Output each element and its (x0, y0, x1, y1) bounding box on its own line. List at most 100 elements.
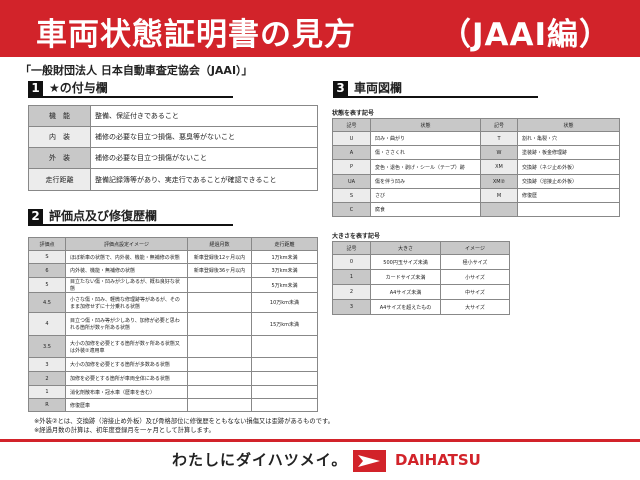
section1-heading: 1 ★の付与欄 (28, 81, 233, 98)
table-cell: カードサイズ未満 (370, 269, 441, 285)
table-cell (187, 277, 252, 293)
column-header: 経過月数 (187, 237, 252, 251)
header-row: 評価点 評価点設定イメージ 経過月数 走行距離 (28, 237, 318, 251)
table-cell: 中サイズ (440, 284, 510, 300)
table-cell: 機 能 (28, 105, 91, 127)
table-row: 機 能整備、保証付きであること (28, 105, 318, 127)
table-cell: A4サイズ未満 (370, 284, 441, 300)
table-cell (480, 202, 518, 217)
table-cell: 整備、保証付きであること (90, 105, 318, 127)
table-cell (251, 385, 318, 399)
table-cell: 極小サイズ (440, 254, 510, 270)
table-cell: 新車登録後12ヶ月以内 (187, 250, 252, 264)
table-cell: 3万km未満 (251, 263, 318, 278)
table-cell: さび (370, 188, 481, 203)
column-header: 大きさ (370, 241, 441, 255)
table-cell: 変色・退色・剥げ・シール（テープ）跡 (370, 159, 481, 175)
table-cell: 小サイズ (440, 269, 510, 285)
table-cell: 新車登録後36ヶ月以内 (187, 263, 252, 278)
table-cell (187, 335, 252, 358)
table-cell: 1万km未満 (251, 250, 318, 264)
table-row: 5 目立たない傷・凹みが少しあるが、概ね良好な状態 5万km未満 (28, 277, 318, 293)
table-cell: 0 (332, 254, 371, 270)
table-cell: R (28, 398, 66, 412)
table-cell: 傷・ささくれ (370, 145, 481, 160)
table-cell: 3.5 (28, 335, 66, 358)
table-cell: 4.5 (28, 292, 66, 313)
header-row: 記号 大きさ イメージ (332, 241, 510, 255)
table-cell (187, 371, 252, 386)
table-cell: XM② (480, 174, 518, 189)
table-cell: 交換跡（ネジ止め外板） (517, 159, 620, 175)
daihatsu-emblem-icon (353, 450, 386, 472)
table-row: C 腐食 (332, 202, 620, 217)
table-cell: 小さな傷・凹み、軽微な修理跡等があるが、そのまま加修せずに十分乗れる状態 (65, 292, 188, 313)
section-title: 評価点及び修復歴欄 (49, 209, 158, 223)
table-row: 2 A4サイズ未満 中サイズ (332, 284, 510, 300)
table-cell: S (332, 188, 371, 203)
table-cell: XM (480, 159, 518, 175)
column-header: 状態 (517, 118, 620, 132)
table-row: 4 目立つ傷・凹み等が少しあり、加修が必要と思われる箇所が数ヶ所ある状態 15万km… (28, 312, 318, 336)
table-cell: 3 (332, 299, 371, 315)
table-cell: U (332, 131, 371, 146)
column-header: 記号 (480, 118, 518, 132)
table-cell (187, 292, 252, 313)
column-header: 評価点 (28, 237, 66, 251)
table-cell: 内 装 (28, 126, 91, 148)
table-cell: 4 (28, 312, 66, 336)
brand-logo-text: DAIHATSU (395, 451, 481, 469)
state-symbols-label: 状態を表す記号 (332, 110, 375, 117)
table-row: A 傷・ささくれ W 塗装跡・板金修理跡 (332, 145, 620, 160)
table-row: 3 A4サイズを超えたもの 大サイズ (332, 299, 510, 315)
table-cell: 大小の加修を必要とする箇所が多数ある状態 (65, 357, 188, 372)
table-row: 4.5 小さな傷・凹み、軽微な修理跡等があるが、そのまま加修せずに十分乗れる状態 1… (28, 292, 318, 313)
star-criteria-table: 機 能整備、保証付きであること内 装補修の必要な目立つ損傷、悪臭等がないこと外 … (28, 105, 318, 191)
header-row: 記号 状態 記号 状態 (332, 118, 620, 132)
title-banner: 車両状態証明書の見方 （JAAI編） (0, 0, 640, 57)
table-cell: A (332, 145, 371, 160)
table-cell (187, 357, 252, 372)
table-row: 内 装補修の必要な目立つ損傷、悪臭等がないこと (28, 126, 318, 148)
table-cell: 加修を必要とする箇所が車両全体にある状態 (65, 371, 188, 386)
column-header: 走行距離 (251, 237, 318, 251)
table-cell: 1 (28, 385, 66, 399)
table-cell: 塗装跡・板金修理跡 (517, 145, 620, 160)
table-cell: 目立たない傷・凹みが少しあるが、概ね良好な状態 (65, 277, 188, 293)
table-cell: 走行距離 (28, 168, 91, 191)
table-cell: 腐食 (370, 202, 481, 217)
footer-divider (0, 439, 640, 442)
page-title: 車両状態証明書の見方 (36, 17, 356, 53)
table-cell (187, 312, 252, 336)
table-cell (251, 335, 318, 358)
table-row: 3.5 大小の加修を必要とする箇所が数ヶ所ある状態又は外装②適用車 (28, 335, 318, 358)
table-row: 0 500円玉サイズ未満 極小サイズ (332, 254, 510, 270)
section-title: ★の付与欄 (49, 81, 108, 95)
table-row: 走行距離 整備記録簿等があり、実走行であることが確認できること (28, 168, 318, 191)
table-row: 1 カードサイズ未満 小サイズ (332, 269, 510, 285)
page-title-edition: （JAAI編） (440, 17, 612, 53)
table-cell: S (28, 250, 66, 264)
section-number: 2 (28, 209, 43, 224)
table-cell (187, 385, 252, 399)
table-cell: 500円玉サイズ未満 (370, 254, 441, 270)
table-cell: 整備記録簿等があり、実走行であることが確認できること (90, 168, 318, 191)
table-cell (251, 357, 318, 372)
size-symbols-label: 大きさを表す記号 (332, 233, 381, 240)
table-cell: 2 (28, 371, 66, 386)
table-row: U 凹み・曲がり T 割れ・亀裂・穴 (332, 131, 620, 146)
table-cell: 凹み・曲がり (370, 131, 481, 146)
column-header: 評価点設定イメージ (65, 237, 188, 251)
table-cell: 傷を伴う凹み (370, 174, 481, 189)
section-number: 1 (28, 81, 43, 96)
table-cell: UA (332, 174, 371, 189)
table-cell: 目立つ傷・凹み等が少しあり、加修が必要と思われる箇所が数ヶ所ある状態 (65, 312, 188, 336)
state-symbols-table: 記号 状態 記号 状態 U 凹み・曲がり T 割れ・亀裂・穴 A 傷・ささくれ W 塗装跡・板金修理跡… (332, 118, 620, 217)
table-cell: 補修の必要な目立つ損傷、悪臭等がないこと (90, 126, 318, 148)
table-cell (187, 398, 252, 412)
table-cell: 補修の必要な目立つ損傷がないこと (90, 147, 318, 169)
section-title: 車両図欄 (354, 81, 403, 95)
table-cell: 1 (332, 269, 371, 285)
table-cell: 割れ・亀裂・穴 (517, 131, 620, 146)
table-row: 外 装補修の必要な目立つ損傷がないこと (28, 147, 318, 169)
